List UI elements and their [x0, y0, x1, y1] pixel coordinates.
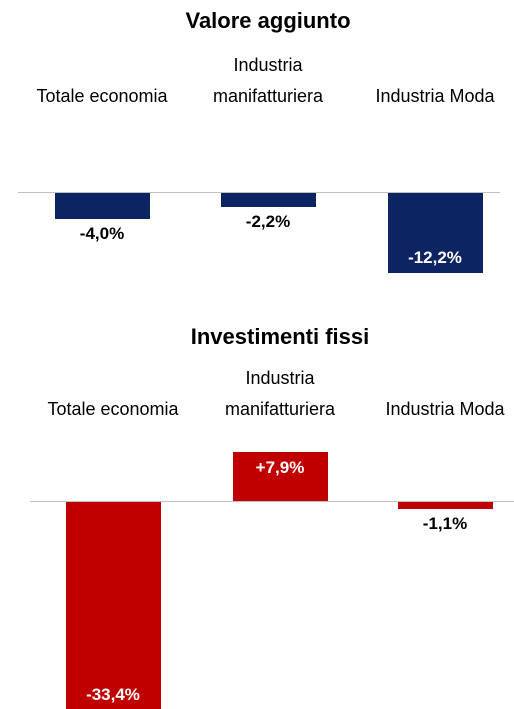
category-label: Industria manifatturiera [212, 55, 324, 106]
value-label: -33,4% [86, 685, 140, 705]
bar [220, 193, 316, 208]
bar [54, 193, 150, 220]
category-label: Totale economia [36, 86, 168, 106]
value-label: -4,0% [79, 224, 125, 244]
chart-title: Valore aggiunto [185, 8, 351, 33]
category-label: Industria manifatturiera [224, 368, 336, 419]
baseline [30, 501, 514, 502]
bar [232, 451, 328, 501]
value-label: -12,2% [408, 247, 462, 267]
value-label: -1,1% [422, 513, 468, 533]
bar [65, 502, 161, 709]
bar [397, 502, 493, 509]
bar [387, 193, 483, 273]
category-label: Totale economia [47, 399, 179, 419]
chart-title: Investimenti fissi [190, 324, 370, 349]
category-label: Industria Moda [385, 399, 505, 419]
category-label: Industria Moda [375, 86, 495, 106]
value-label: -2,2% [245, 212, 291, 232]
baseline [18, 192, 500, 193]
value-label: +7,9% [255, 457, 305, 477]
